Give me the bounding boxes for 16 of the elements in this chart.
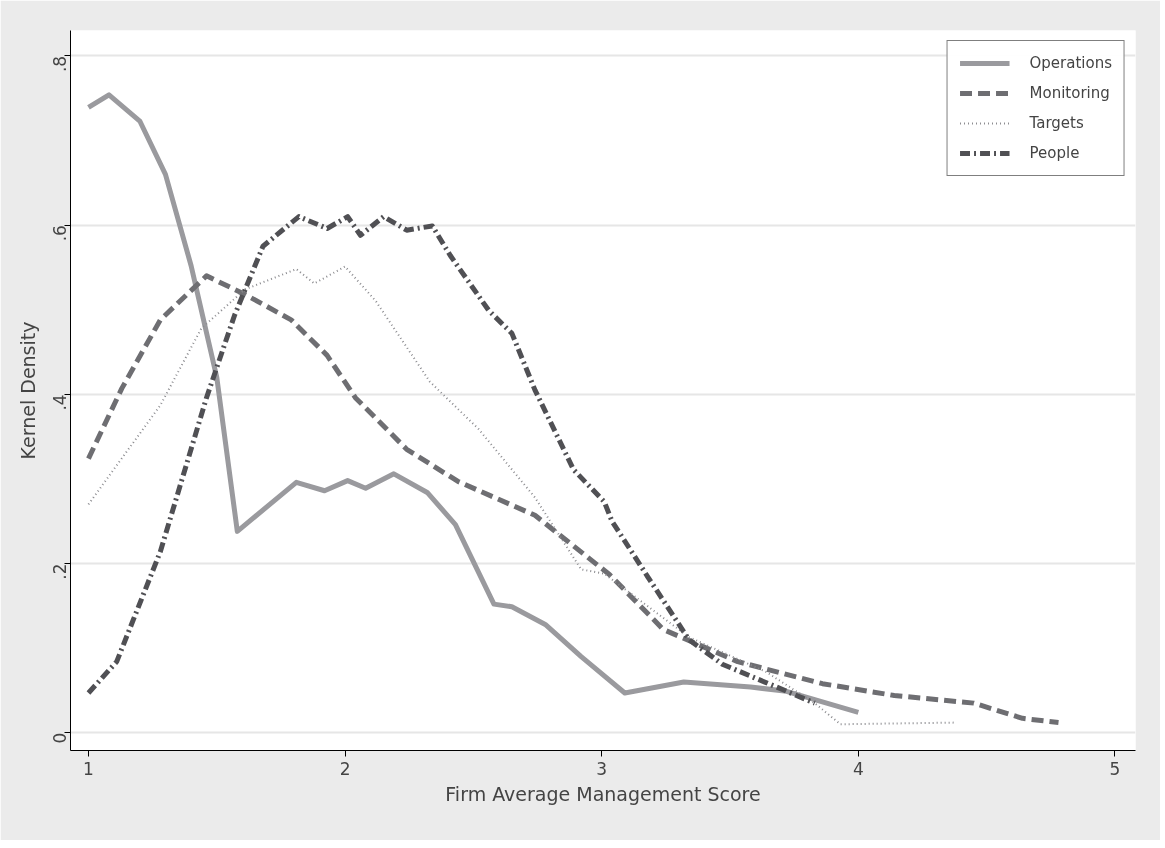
y-tick-label: .2 xyxy=(50,563,70,580)
x-tick-label: 4 xyxy=(852,758,864,779)
y-tick-label: 0 xyxy=(50,732,70,744)
x-tick-label: 3 xyxy=(596,758,608,779)
y-axis-title: Kernel Density xyxy=(16,321,39,460)
y-tick-label: .8 xyxy=(50,55,70,73)
x-tick-label: 2 xyxy=(339,758,351,779)
x-tick-label: 1 xyxy=(83,758,94,779)
x-axis-title: Firm Average Management Score xyxy=(445,782,761,805)
legend-label: Monitoring xyxy=(1029,84,1110,102)
x-tick-label: 5 xyxy=(1109,758,1121,779)
y-tick-label: .6 xyxy=(50,225,70,242)
y-tick-label: .4 xyxy=(50,394,70,411)
legend-label: Operations xyxy=(1029,54,1112,72)
legend-label: People xyxy=(1029,144,1080,162)
legend-label: Targets xyxy=(1029,114,1084,132)
